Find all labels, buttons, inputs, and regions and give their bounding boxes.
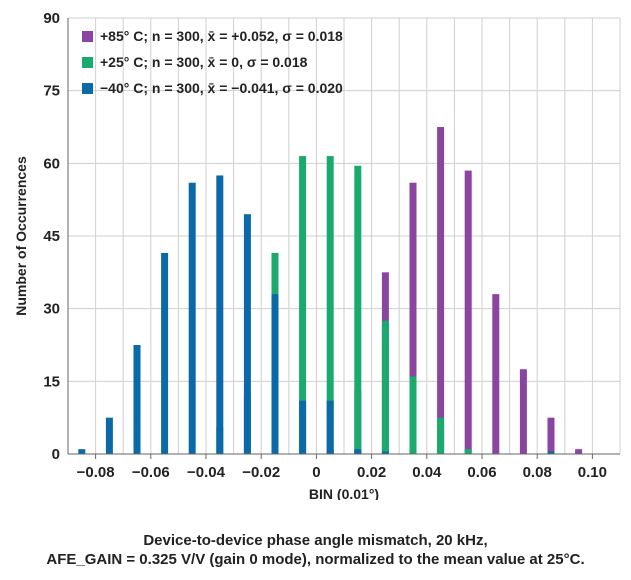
legend-swatch-1 [82,31,93,42]
bar-series-1 [575,449,583,454]
x-axis-label: BIN (0.01°) [309,486,379,500]
legend-label-3: −40° C; n = 300, x̄ = −0.041, σ = 0.020 [100,80,343,96]
bar-series-1 [492,294,500,454]
bar-series-3 [299,400,307,454]
y-tick-label: 60 [43,155,60,172]
bar-series-3 [161,252,169,454]
bar-series-2 [326,156,334,455]
bar-series-1 [547,417,555,454]
y-tick-label: 45 [43,228,60,245]
bar-series-3 [381,451,389,454]
legend-label-2: +25° C; n = 300, x̄ = 0, σ = 0.018 [100,54,308,70]
bar-series-1 [519,369,527,454]
bar-series-1 [437,127,445,454]
x-tick-label: −0.06 [132,464,170,481]
bar-series-3 [188,182,196,454]
y-tick-label: 75 [43,83,60,100]
x-tick-label: 0.02 [357,464,386,481]
x-tick-label: 0.04 [412,464,442,481]
x-tick-label: −0.04 [187,464,226,481]
bar-series-2 [437,417,445,454]
legend-swatch-2 [82,57,93,68]
x-tick-label: 0.08 [523,464,552,481]
bar-series-3 [326,400,334,454]
bar-series-3 [243,214,251,454]
bar-series-1 [464,170,472,454]
axes: 0 15 30 45 60 75 90 −0.08 −0.06 −0.04 −0.02 0 0.02 0.… [43,10,620,481]
bar-series-2 [299,156,307,455]
bar-series-3 [78,449,86,454]
caption-line-1: Device-to-device phase angle mismatch, 2… [143,532,488,549]
bar-series-2 [464,449,472,454]
y-tick-label: 30 [43,301,60,318]
bar-series-3 [105,417,113,454]
bars [78,127,583,455]
bar-series-3 [216,175,224,454]
caption-line-2: AFE_GAIN = 0.325 V/V (gain 0 mode), norm… [46,551,585,568]
y-tick-label: 15 [43,373,60,390]
bar-series-3 [271,294,279,454]
bar-series-3 [133,345,141,454]
y-tick-label: 0 [52,446,60,463]
legend-label-1: +85° C; n = 300, x̄ = +0.052, σ = 0.018 [100,28,343,44]
bar-series-2 [409,376,417,454]
y-tick-label: 90 [43,10,60,27]
chart: 0 15 30 45 60 75 90 −0.08 −0.06 −0.04 −0.02 0 0.02 0.… [13,10,621,500]
bar-series-3 [547,451,555,454]
x-tick-label: 0 [312,464,320,481]
y-axis-label: Number of Occurrences [13,156,29,316]
x-tick-label: −0.08 [77,464,115,481]
legend: +85° C; n = 300, x̄ = +0.052, σ = 0.018 +… [82,28,343,96]
x-tick-label: 0.10 [578,464,607,481]
bar-series-1 [409,182,417,454]
legend-swatch-3 [82,83,93,94]
x-tick-label: −0.02 [242,464,280,481]
bar-series-2 [354,165,362,454]
bar-series-2 [381,320,389,454]
bar-series-3 [354,449,362,454]
x-tick-label: 0.06 [467,464,496,481]
